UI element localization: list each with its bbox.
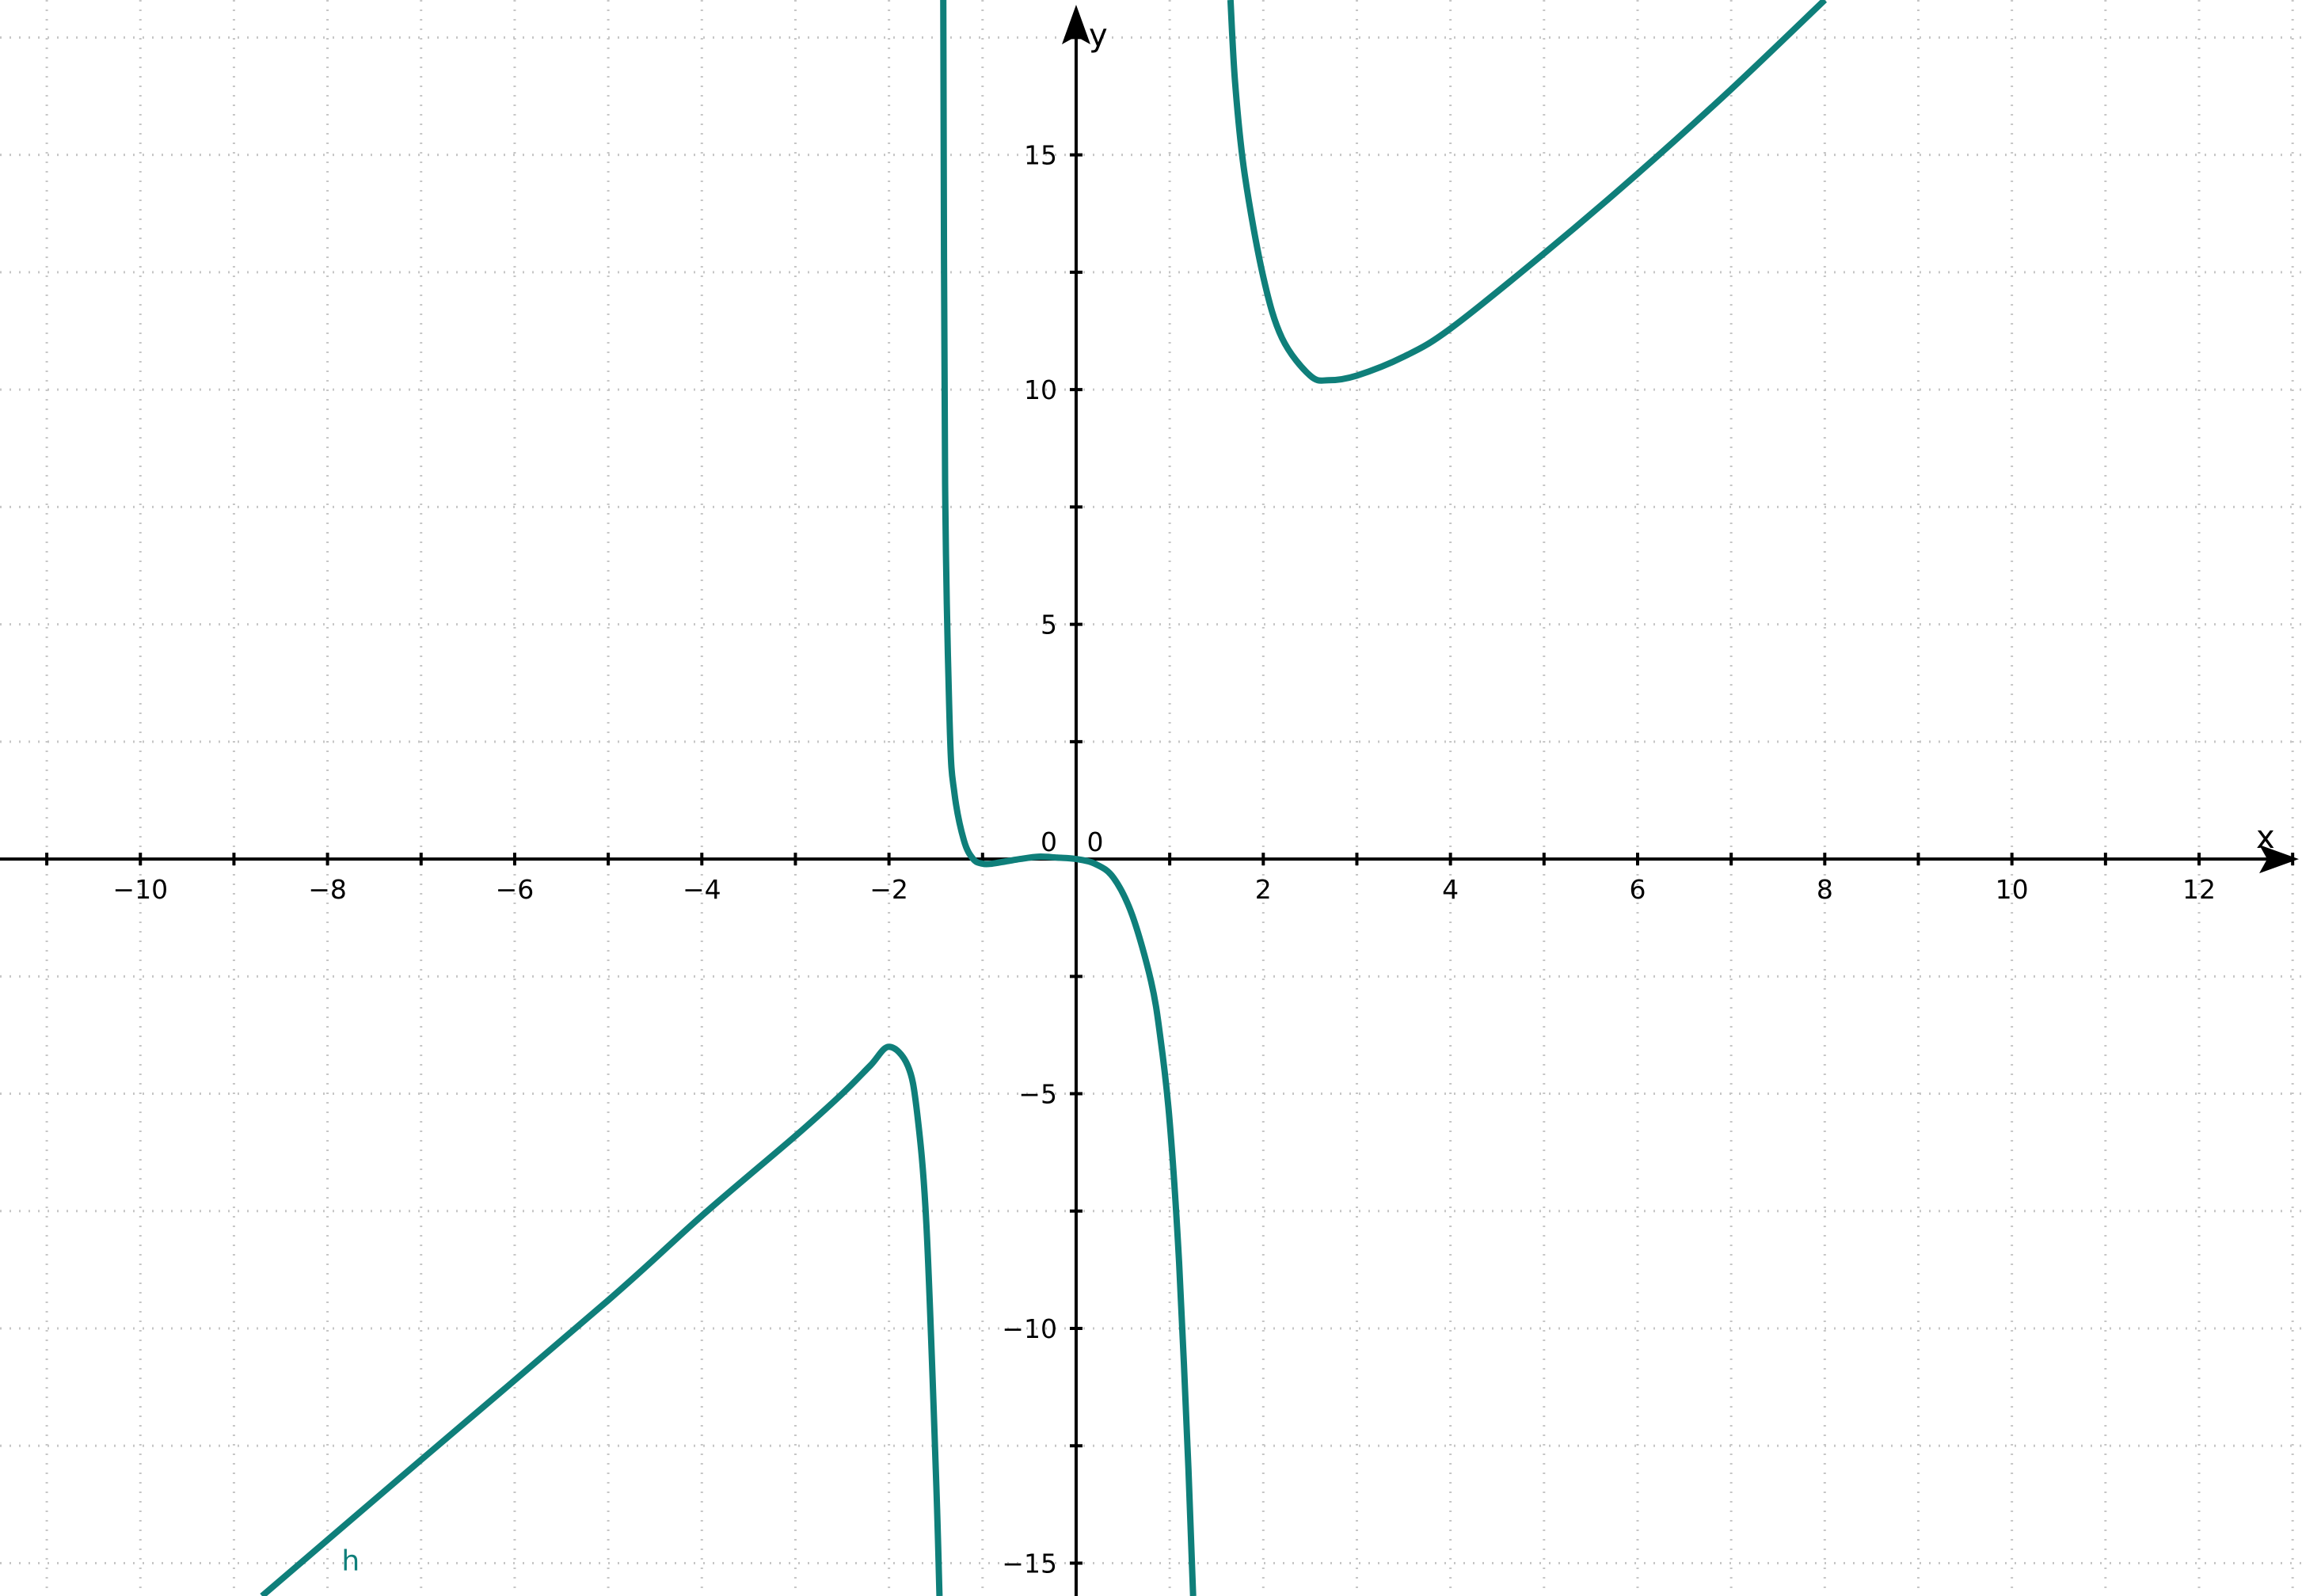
x-tick-label: 8 (1817, 874, 1833, 905)
y-tick-label: 5 (1041, 610, 1057, 640)
x-tick-label: 2 (1255, 874, 1272, 905)
x-tick-label: 6 (1629, 874, 1646, 905)
y-axis-label: y (1089, 17, 1108, 54)
curve-branch (940, 0, 1197, 1596)
series-curve (260, 0, 1828, 1596)
x-tick-label: 4 (1442, 874, 1459, 905)
x-axis-label: x (2256, 819, 2275, 856)
y-axis-arrow (1061, 5, 1090, 44)
x-axis-arrow (2259, 845, 2299, 874)
x-tick-label: −6 (496, 874, 535, 905)
curve-branch (1227, 0, 1828, 384)
y-tick-label: −10 (1002, 1313, 1057, 1344)
origin-label: 0 (1041, 826, 1057, 857)
x-tick-label: −4 (683, 874, 721, 905)
y-tick-label: 15 (1024, 140, 1057, 171)
y-tick-label: −5 (1018, 1079, 1057, 1110)
x-tick-label: −10 (112, 874, 168, 905)
x-tick-label: 12 (2182, 874, 2216, 905)
y-tick-label: 10 (1024, 374, 1057, 405)
curve-branch (260, 1043, 943, 1596)
x-tick-label: 10 (1996, 874, 2029, 905)
tick-marks-and-labels: −10 −8 −6 −4 −2 0 2 4 6 8 10 12 −15 −10 −5 5 10 15 0 (45, 36, 2295, 1579)
x-tick-label: −8 (308, 874, 347, 905)
series-label: h (341, 1545, 360, 1577)
x-tick-label: 0 (1086, 826, 1103, 857)
y-tick-label: −15 (1002, 1548, 1057, 1579)
axes: x y (0, 5, 2299, 1596)
x-tick-label: −2 (869, 874, 908, 905)
